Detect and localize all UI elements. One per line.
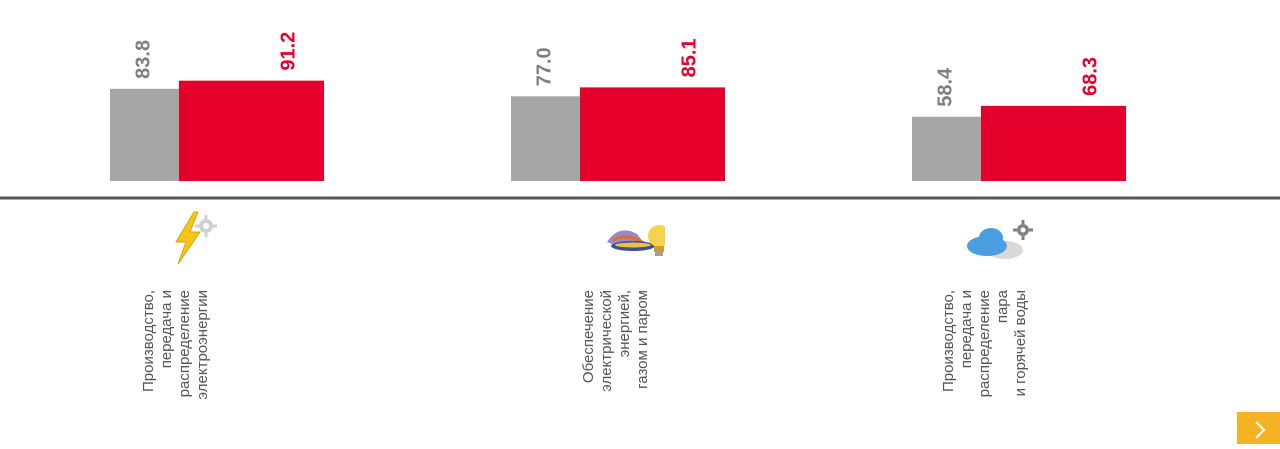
value-label-s2-c3: 68.3: [1079, 57, 1101, 96]
lightning-gear-icon: [170, 210, 230, 266]
bar-s1-c3: [912, 116, 981, 181]
bar-s2-c1: [179, 80, 324, 181]
dish-bulb-icon: [605, 210, 670, 266]
value-label-s1-c2: 77.0: [533, 47, 555, 86]
bar-s2-c3: [981, 105, 1126, 181]
value-label-s2-c1: 91.2: [277, 32, 299, 71]
bar-s2-c2: [580, 87, 725, 181]
value-label-s1-c3: 58.4: [934, 67, 956, 107]
chevron-right-icon: [1255, 421, 1266, 439]
category-label-3: Производство, передача и распределение п…: [940, 290, 1029, 398]
bar-s1-c2: [511, 96, 580, 181]
next-button[interactable]: [1237, 412, 1280, 444]
cloud-gear-icon: [965, 210, 1033, 266]
value-label-s1-c1: 83.8: [132, 40, 154, 79]
category-label-1: Производство, передача и распределение э…: [140, 290, 211, 400]
bar-s1-c1: [110, 88, 179, 181]
category-label-block-3: Производство, передача и распределение п…: [940, 290, 1090, 440]
value-label-s2-c2: 85.1: [678, 38, 700, 77]
bar-chart: 83.8 91.2 77.0 85.1 58.4 68.3: [0, 32, 1280, 200]
category-label-2: Обеспечение электрической энергией, газо…: [580, 290, 651, 392]
category-label-block-1: Производство, передача и распределение э…: [140, 290, 290, 440]
category-label-block-2: Обеспечение электрической энергией, газо…: [580, 290, 730, 440]
